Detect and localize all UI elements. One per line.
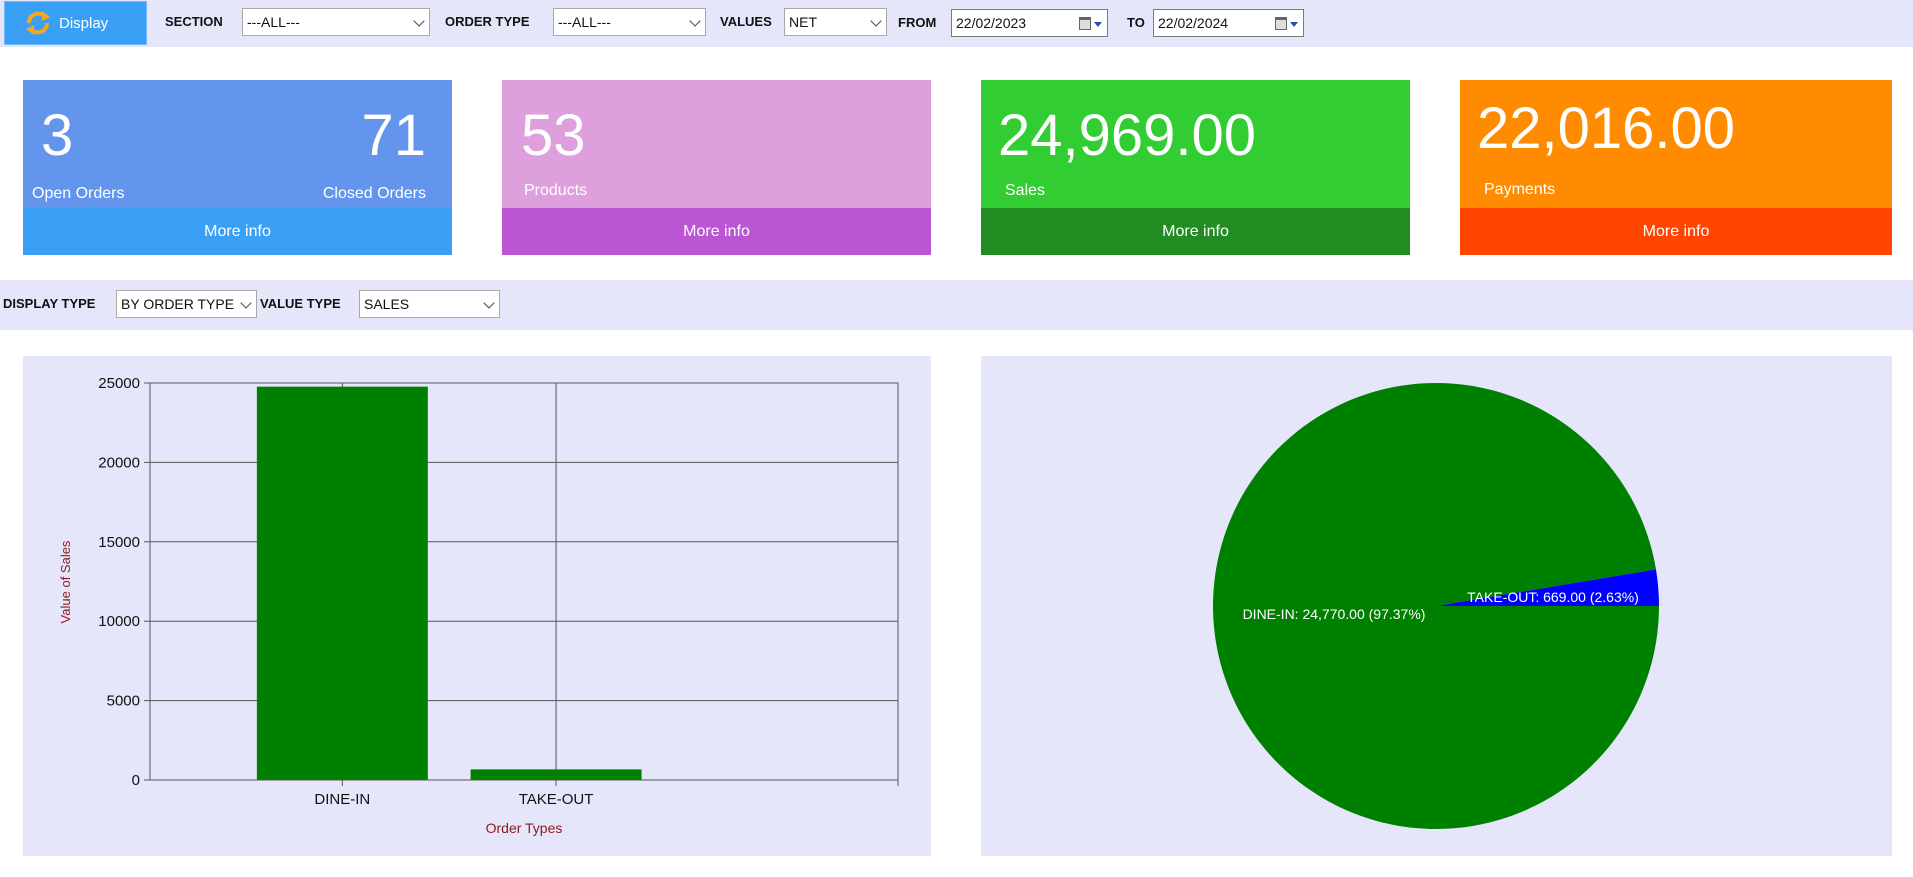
value-type-select[interactable]: SALES	[359, 290, 500, 318]
value-type-label: VALUE TYPE	[260, 296, 341, 311]
section-label: SECTION	[165, 14, 223, 29]
chevron-down-icon	[240, 297, 252, 309]
bar-chart: 0 5000 10000 15000 20000 25000 DINE-IN TAKE-OUT…	[58, 375, 899, 836]
orders-card: 3 71 Open Orders Closed Orders More info	[23, 80, 452, 255]
pie-label-take-out: TAKE-OUT: 669.00 (2.63%)	[1467, 589, 1639, 605]
products-more-info-link[interactable]: More info	[502, 208, 931, 255]
plot-area-border	[149, 382, 899, 781]
products-card: 53 Products More info	[502, 80, 931, 255]
values-select[interactable]: NET	[784, 8, 887, 36]
sales-label: Sales	[1005, 182, 1046, 199]
orders-more-info-link[interactable]: More info	[23, 208, 452, 255]
sales-value: 24,969.00	[998, 103, 1257, 168]
y-tick-label: 15000	[98, 534, 140, 551]
products-label: Products	[524, 182, 588, 199]
closed-orders-label: Closed Orders	[322, 185, 426, 202]
from-date-value: 22/02/2023	[956, 15, 1027, 31]
from-date-picker[interactable]: 22/02/2023	[951, 9, 1108, 37]
bar-dine-in[interactable]	[256, 386, 428, 780]
y-tick-label: 25000	[98, 375, 140, 392]
filter-toolbar: Display SECTION ---ALL--- ORDER TYPE ---…	[0, 0, 1913, 47]
pie-slice-dine-in[interactable]	[1213, 382, 1659, 829]
chevron-down-icon	[870, 15, 882, 27]
order-type-label: ORDER TYPE	[445, 14, 530, 29]
to-date-value: 22/02/2024	[1158, 15, 1229, 31]
display-type-select[interactable]: BY ORDER TYPE	[116, 290, 257, 318]
y-tick-label: 0	[132, 772, 140, 789]
products-value: 53	[521, 103, 586, 168]
section-select-value: ---ALL---	[247, 14, 300, 30]
sales-more-info-link[interactable]: More info	[981, 208, 1410, 255]
bar-take-out[interactable]	[470, 769, 642, 780]
y-tick-label: 10000	[98, 613, 140, 630]
pie-chart-panel: DINE-IN: 24,770.00 (97.37%) TAKE-OUT: 669…	[981, 356, 1892, 856]
display-button[interactable]: Display	[4, 1, 147, 45]
chevron-down-icon	[413, 15, 425, 27]
to-date-picker[interactable]: 22/02/2024	[1153, 9, 1304, 37]
from-label: FROM	[898, 15, 937, 30]
chevron-down-icon	[483, 297, 495, 309]
dropdown-arrow-icon	[1290, 22, 1298, 27]
x-axis-title: Order Types	[486, 820, 563, 836]
chart-filter-toolbar: DISPLAY TYPE BY ORDER TYPE VALUE TYPE SA…	[0, 280, 1913, 330]
display-type-select-value: BY ORDER TYPE	[121, 296, 235, 312]
x-tick-label: DINE-IN	[314, 791, 370, 808]
payments-card: 22,016.00 Payments More info	[1460, 80, 1892, 255]
sales-card: 24,969.00 Sales More info	[981, 80, 1410, 255]
chevron-down-icon	[689, 15, 701, 27]
pie-chart: DINE-IN: 24,770.00 (97.37%) TAKE-OUT: 669…	[1213, 382, 1659, 829]
open-orders-value: 3	[41, 103, 74, 168]
open-orders-label: Open Orders	[32, 185, 125, 202]
order-type-select-value: ---ALL---	[558, 14, 611, 30]
y-axis-title: Value of Sales	[58, 540, 73, 623]
display-type-label: DISPLAY TYPE	[3, 296, 96, 311]
section-select[interactable]: ---ALL---	[242, 8, 430, 36]
calendar-icon	[1079, 17, 1091, 30]
dropdown-arrow-icon	[1094, 22, 1102, 27]
pie-label-dine-in: DINE-IN: 24,770.00 (97.37%)	[1243, 606, 1426, 622]
values-select-value: NET	[789, 14, 817, 30]
to-label: TO	[1127, 15, 1145, 30]
display-button-label: Display	[59, 14, 109, 32]
bar-chart-panel: 0 5000 10000 15000 20000 25000 DINE-IN TAKE-OUT…	[23, 356, 931, 856]
values-label: VALUES	[720, 14, 772, 29]
payments-more-info-link[interactable]: More info	[1460, 208, 1892, 255]
x-tick-label: TAKE-OUT	[519, 791, 594, 808]
calendar-icon	[1275, 17, 1287, 30]
payments-label: Payments	[1484, 181, 1556, 198]
order-type-select[interactable]: ---ALL---	[553, 8, 706, 36]
pie-slice-take-out[interactable]	[1436, 569, 1659, 606]
value-type-select-value: SALES	[364, 296, 410, 312]
y-tick-label: 5000	[107, 693, 140, 710]
y-tick-label: 20000	[98, 454, 140, 471]
refresh-icon	[26, 11, 50, 35]
payments-value: 22,016.00	[1477, 96, 1736, 161]
closed-orders-value: 71	[361, 103, 426, 168]
